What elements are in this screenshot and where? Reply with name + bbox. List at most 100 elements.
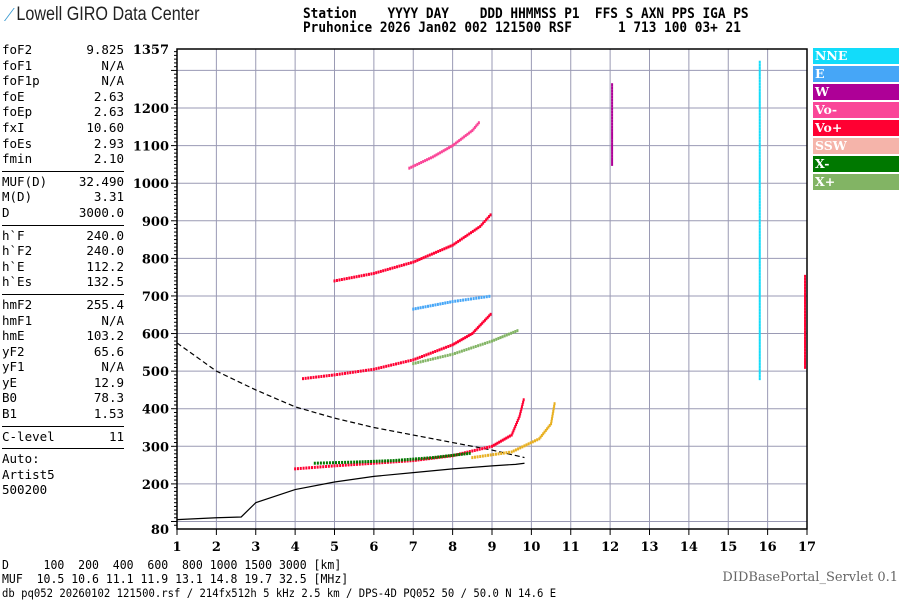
servlet-label: DIDBasePortal_Servlet 0.1 bbox=[722, 570, 898, 585]
echo-point bbox=[423, 456, 426, 460]
param-value: 1.53 bbox=[93, 406, 124, 422]
echo-point bbox=[497, 336, 500, 340]
echo-point bbox=[447, 454, 450, 458]
echo-point bbox=[519, 410, 522, 414]
echo-point bbox=[804, 301, 807, 305]
echo-point bbox=[392, 363, 395, 367]
echo-point bbox=[377, 366, 380, 370]
echo-point bbox=[395, 362, 398, 366]
echo-point bbox=[436, 356, 439, 360]
echo-point bbox=[365, 368, 367, 372]
echo-point bbox=[379, 269, 382, 273]
echo-point bbox=[758, 60, 761, 64]
echo-point bbox=[398, 458, 401, 462]
echo-point bbox=[473, 228, 476, 232]
echo-point bbox=[440, 347, 443, 351]
echo-point bbox=[407, 359, 410, 363]
echo-point bbox=[472, 127, 475, 131]
echo-point bbox=[758, 254, 761, 258]
echo-point bbox=[355, 275, 358, 279]
echo-point bbox=[382, 269, 385, 273]
echo-point bbox=[804, 310, 807, 314]
param-value: 9.825 bbox=[86, 42, 124, 57]
echo-point bbox=[611, 98, 614, 102]
echo-point bbox=[338, 372, 341, 376]
echo-point bbox=[386, 267, 389, 271]
echo-point bbox=[758, 314, 761, 318]
echo-point bbox=[358, 462, 361, 466]
echo-point bbox=[372, 459, 375, 463]
echo-point bbox=[336, 464, 339, 468]
echo-point bbox=[455, 453, 458, 457]
echo-point bbox=[483, 295, 486, 299]
echo-point bbox=[758, 133, 761, 137]
echo-point bbox=[611, 83, 614, 87]
echo-point bbox=[486, 216, 489, 220]
echo-point bbox=[428, 253, 431, 257]
echo-point bbox=[417, 360, 420, 364]
echo-point bbox=[758, 272, 761, 276]
echo-point bbox=[471, 449, 474, 453]
echo-point bbox=[464, 336, 467, 340]
echo-point bbox=[377, 270, 380, 274]
echo-point bbox=[611, 142, 614, 146]
echo-point bbox=[431, 456, 434, 460]
echo-point bbox=[423, 354, 426, 358]
echo-point bbox=[488, 314, 491, 318]
echo-point bbox=[804, 322, 807, 326]
y-tick-label: 400 bbox=[142, 403, 169, 418]
echo-point bbox=[319, 465, 322, 469]
echo-point bbox=[758, 79, 761, 83]
param-value: 2.93 bbox=[93, 135, 124, 151]
param-value: 2.63 bbox=[93, 104, 124, 120]
echo-point bbox=[611, 89, 614, 93]
echo-point bbox=[338, 461, 341, 465]
echo-point bbox=[611, 116, 614, 120]
echo-point bbox=[350, 276, 353, 280]
echo-point bbox=[407, 261, 410, 265]
echo-point bbox=[459, 298, 462, 302]
y-tick-label: 700 bbox=[142, 290, 169, 305]
param-value: 103.2 bbox=[86, 328, 124, 344]
header-labels: Station YYYY DAY DDD HHMMSS P1 FFS S AXN… bbox=[303, 6, 749, 22]
echo-point bbox=[486, 445, 489, 449]
echo-point bbox=[488, 445, 491, 449]
echo-point bbox=[441, 355, 444, 359]
echo-point bbox=[445, 246, 448, 250]
echo-point bbox=[473, 448, 476, 452]
echo-point bbox=[553, 402, 556, 406]
echo-point bbox=[520, 407, 523, 411]
echo-point bbox=[441, 248, 444, 252]
echo-point bbox=[424, 305, 427, 309]
param-value: 3000.0 bbox=[78, 204, 124, 220]
echo-point bbox=[804, 289, 807, 293]
wifi-logo-icon: ⟋ bbox=[4, 4, 15, 25]
echo-point bbox=[476, 326, 479, 330]
echo-point bbox=[427, 304, 430, 308]
echo-point bbox=[422, 256, 425, 260]
echo-point bbox=[488, 340, 491, 344]
logo: ⟋ Lowell GIRO Data Center bbox=[4, 4, 200, 26]
echo-point bbox=[364, 460, 367, 464]
echo-point bbox=[758, 371, 761, 375]
echo-point bbox=[758, 206, 761, 210]
echo-point bbox=[468, 232, 471, 236]
echo-point bbox=[402, 263, 405, 267]
echo-point bbox=[313, 465, 316, 469]
echo-point bbox=[436, 302, 439, 306]
echo-point bbox=[758, 341, 761, 345]
echo-point bbox=[447, 245, 450, 249]
param-row: MUF(D) 32.490 bbox=[2, 174, 124, 190]
echo-point bbox=[430, 252, 433, 256]
echo-point bbox=[444, 148, 447, 152]
echo-point bbox=[443, 247, 446, 251]
echo-point bbox=[412, 164, 415, 168]
echo-point bbox=[500, 451, 503, 455]
echo-point bbox=[336, 373, 339, 377]
echo-point bbox=[804, 333, 807, 337]
echo-point bbox=[758, 284, 761, 288]
echo-point bbox=[758, 197, 761, 201]
echo-point bbox=[351, 370, 354, 374]
echo-point bbox=[453, 351, 456, 355]
echo-point bbox=[468, 450, 471, 454]
